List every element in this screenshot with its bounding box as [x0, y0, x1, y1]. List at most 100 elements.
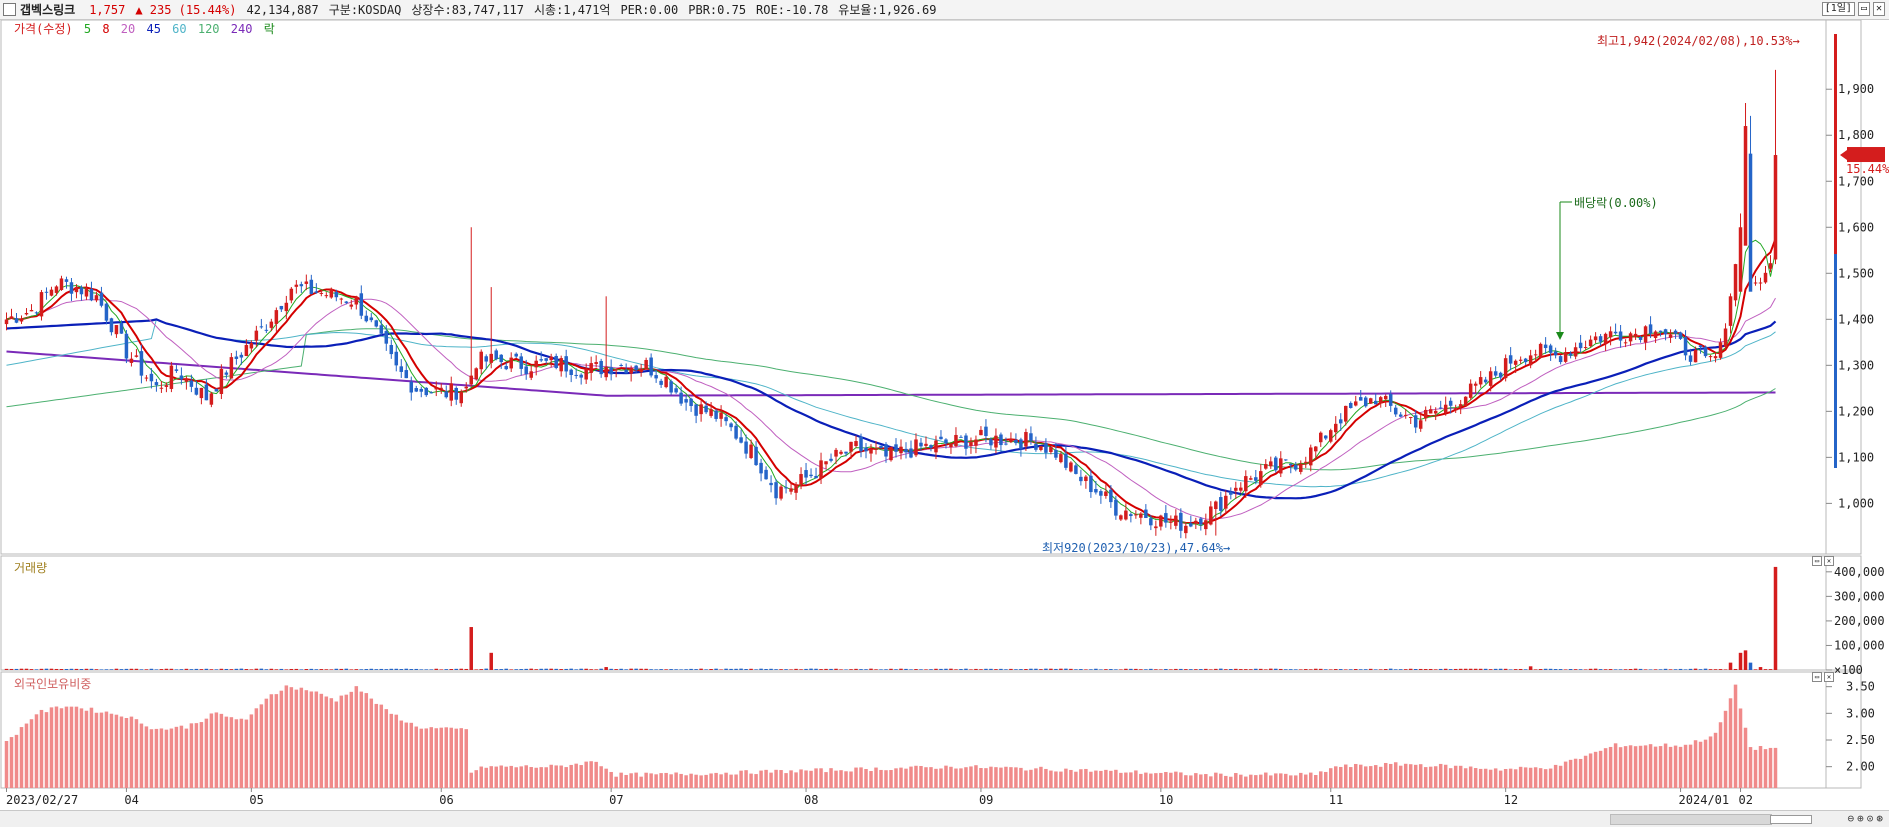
candle-body [734, 425, 738, 439]
foreign-ratio-bar [144, 726, 149, 788]
volume-bar [749, 668, 753, 670]
foreign-ratio-bar [1129, 772, 1133, 788]
candle-body [1189, 523, 1193, 527]
foreign-ratio-bar [354, 686, 359, 788]
foreign-ratio-bar [119, 716, 124, 788]
volume-bar [1473, 668, 1478, 670]
volume-bar [754, 669, 758, 670]
select-checkbox[interactable] [3, 3, 16, 16]
candle-body [839, 451, 843, 454]
candle-body [1254, 477, 1258, 481]
close-icon[interactable]: ✕ [1872, 2, 1885, 16]
scroll-thumb[interactable] [1610, 814, 1772, 825]
volume-bar [1403, 669, 1408, 670]
x-tick-label: 06 [439, 793, 453, 807]
candle-body [1154, 526, 1158, 529]
volume-bar [1563, 669, 1568, 670]
foreign-ratio-bar [1473, 768, 1478, 788]
volume-bar [1004, 669, 1008, 670]
foreign-ratio-bar [1094, 770, 1098, 788]
foreign-ratio-bar [1603, 748, 1608, 788]
volume-bar [134, 668, 139, 670]
volume-bar [559, 669, 563, 670]
volume-bar [1039, 669, 1043, 670]
volume-bar [574, 669, 578, 670]
candle-body [404, 370, 409, 379]
volume-bar [674, 669, 678, 670]
chart-scrollbar[interactable]: ⊖ ⊕ ⊙ ⊛ [0, 810, 1889, 827]
foreign-ratio-bar [1478, 768, 1483, 788]
zoom-fit-icon[interactable]: ⊛ [1876, 812, 1883, 825]
volume-bar [1299, 669, 1303, 670]
foreign-ratio-bar [1358, 764, 1363, 788]
candle-body [399, 366, 404, 372]
pane-restore-icon[interactable]: ▭ [1812, 672, 1822, 682]
foreign-ratio-bar [1274, 773, 1278, 788]
stock-name[interactable]: 갭벡스링크 [20, 3, 76, 17]
candle-body [389, 345, 394, 355]
period-button[interactable]: [1일] [1821, 2, 1855, 16]
volume-bar [969, 669, 973, 670]
foreign-ratio-bar [809, 770, 813, 788]
foreign-ratio-bar [764, 769, 768, 788]
x-tick-label: 11 [1329, 793, 1343, 807]
volume-bar [949, 668, 953, 670]
volume-bar [54, 668, 59, 670]
range-slider[interactable] [1770, 815, 1812, 824]
pane-close-icon[interactable]: ✕ [1824, 556, 1834, 566]
zoom-out-icon[interactable]: ⊖ [1847, 812, 1855, 825]
restore-icon[interactable]: ▭ [1857, 2, 1870, 16]
zoom-reset-icon[interactable]: ⊙ [1866, 812, 1874, 825]
foreign-ratio-bar [134, 719, 139, 788]
volume-bar [864, 669, 868, 670]
volume-bar [64, 668, 69, 670]
volume-bar [1114, 669, 1118, 670]
volume-bar [1418, 668, 1423, 670]
volume-bar [739, 668, 743, 670]
stock-chart[interactable]: 1,000 1,100 1,200 1,300 1,400 1,500 1,600 1,700… [0, 20, 1889, 810]
foreign-ratio-bar [324, 696, 329, 788]
zoom-in-icon[interactable]: ⊕ [1857, 812, 1864, 825]
price-legend: 가격(수정) 5 8 20 45 60 120 240 락 [14, 20, 279, 37]
candle-body [89, 288, 94, 301]
x-tick-label: 05 [249, 793, 263, 807]
candle-body [889, 446, 893, 461]
foreign-ratio-bar [179, 725, 184, 788]
candle-body [1428, 409, 1433, 414]
foreign-ratio-bar [319, 693, 324, 788]
candle-body [349, 304, 354, 307]
volume-bar [1453, 668, 1458, 670]
foreign-ratio-bar [1538, 768, 1543, 788]
foreign-ratio-bar [864, 768, 868, 788]
volume-bar [1089, 669, 1093, 670]
foreign-ratio-bar [309, 691, 314, 788]
foreign-ratio-bar [279, 690, 284, 788]
candle-body [1368, 398, 1373, 404]
foreign-ratio-bar [1688, 744, 1693, 788]
volume-bar [1074, 669, 1078, 670]
candle-body [169, 365, 174, 389]
candle-body [509, 357, 513, 369]
foreign-tick-label: 2.50 [1846, 733, 1875, 747]
candle-body [184, 378, 189, 382]
foreign-ratio-bar [549, 764, 553, 788]
volume-bar [519, 669, 523, 670]
candle-body [1753, 282, 1758, 284]
volume-bar [1493, 668, 1498, 670]
foreign-ratio-bar [1613, 743, 1618, 788]
candle-body [829, 458, 833, 461]
candle-body [1553, 351, 1558, 356]
foreign-ratio-bar [1174, 771, 1178, 788]
pane-close-icon[interactable]: ✕ [1824, 672, 1834, 682]
foreign-ratio-bar [469, 772, 473, 788]
candle-body [1623, 342, 1628, 344]
candle-body [1523, 358, 1528, 363]
foreign-ratio-bar [609, 771, 613, 788]
candle-body [1393, 407, 1398, 415]
pane-restore-icon[interactable]: ▭ [1812, 556, 1822, 566]
volume-bar [1294, 669, 1298, 670]
volume-bar [1673, 669, 1678, 670]
foreign-ratio-bar [649, 773, 653, 788]
candle-body [629, 367, 633, 374]
volume-bar [889, 668, 893, 670]
